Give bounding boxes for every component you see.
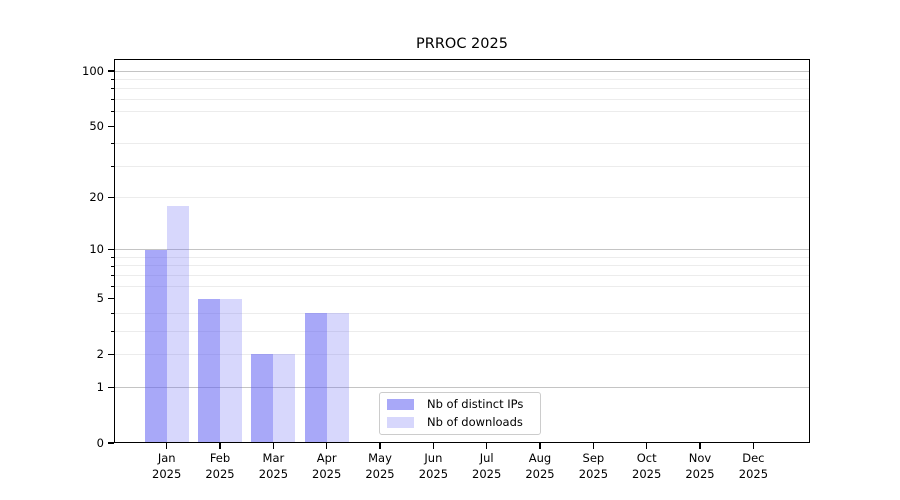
y-gridline-minor: [115, 312, 809, 314]
y-minor-tick: [110, 88, 114, 90]
y-minor-tick: [110, 99, 114, 100]
y-tick: [108, 353, 114, 355]
bar-downloads-apr: [326, 313, 349, 443]
y-minor-tick: [110, 312, 114, 314]
y-gridline-minor: [115, 143, 809, 145]
x-tick: [699, 443, 701, 449]
y-gridline-major: [115, 249, 809, 251]
bar-downloads-mar: [273, 354, 296, 443]
bar-downloads-feb: [220, 298, 242, 443]
x-tick-label-oct: Oct 2025: [632, 451, 662, 481]
legend-swatch-distinct-ips: [387, 399, 414, 410]
bar-distinct-ips-apr: [304, 313, 327, 443]
x-tick-label-aug: Aug 2025: [525, 451, 555, 481]
x-tick: [432, 443, 434, 449]
y-gridline-minor: [115, 265, 809, 267]
x-tick: [379, 443, 381, 449]
y-gridline-minor: [115, 330, 809, 332]
x-tick-label-nov: Nov 2025: [685, 451, 715, 481]
legend-swatch-downloads: [387, 417, 414, 428]
y-minor-tick: [110, 165, 114, 167]
y-tick-label: 0: [96, 435, 104, 450]
bar-distinct-ips-jan: [144, 249, 167, 443]
y-gridline-minor: [115, 165, 809, 167]
y-tick: [108, 298, 114, 300]
y-gridline-minor: [115, 256, 809, 258]
y-tick: [108, 442, 114, 444]
y-minor-tick: [110, 143, 114, 145]
y-tick-label: 10: [89, 242, 104, 257]
y-minor-tick: [110, 257, 114, 258]
y-tick-label: 5: [96, 291, 104, 306]
y-gridline-minor: [115, 274, 809, 276]
y-gridline-minor: [115, 88, 809, 90]
x-tick: [486, 443, 488, 449]
x-tick-label-dec: Dec 2025: [738, 451, 769, 481]
x-tick-label-apr: Apr 2025: [312, 451, 342, 481]
y-tick-label: 50: [89, 118, 104, 133]
y-tick: [108, 197, 114, 199]
x-tick: [219, 443, 221, 449]
x-tick: [539, 443, 541, 449]
x-tick: [326, 443, 328, 449]
y-gridline-minor: [115, 111, 809, 113]
legend: Nb of distinct IPs Nb of downloads: [379, 392, 541, 435]
legend-label-downloads: Nb of downloads: [427, 414, 523, 429]
x-tick: [592, 443, 594, 449]
legend-label-distinct-ips: Nb of distinct IPs: [427, 396, 524, 411]
y-tick-label: 1: [96, 379, 104, 394]
x-tick: [272, 443, 274, 449]
y-minor-tick: [110, 285, 114, 287]
bar-distinct-ips-mar: [251, 354, 274, 443]
y-tick: [108, 70, 114, 72]
bar-downloads-jan: [166, 205, 189, 443]
y-minor-tick: [110, 275, 114, 276]
y-gridline-major: [115, 386, 809, 388]
x-tick-label-jan: Jan 2025: [152, 451, 182, 481]
bar-distinct-ips-feb: [198, 298, 220, 443]
y-gridline-minor: [115, 353, 809, 355]
x-tick: [646, 443, 648, 449]
y-tick-label: 2: [96, 346, 104, 361]
x-tick: [166, 443, 168, 449]
y-gridline-major: [115, 70, 809, 72]
y-minor-tick: [110, 265, 114, 267]
y-tick-label: 20: [89, 190, 104, 205]
x-tick: [752, 443, 754, 449]
x-tick-label-feb: Feb 2025: [205, 451, 235, 481]
legend-item-distinct-ips: Nb of distinct IPs: [387, 398, 540, 412]
y-gridline-minor: [115, 285, 809, 287]
x-tick-label-jun: Jun 2025: [418, 451, 449, 481]
x-tick-label-jul: Jul 2025: [472, 451, 502, 481]
y-tick-label: 100: [82, 63, 104, 78]
y-tick: [108, 386, 114, 388]
y-minor-tick: [110, 111, 114, 112]
y-tick: [108, 249, 114, 251]
y-minor-tick: [110, 79, 114, 80]
y-minor-tick: [110, 330, 114, 332]
y-tick: [108, 125, 114, 127]
legend-item-downloads: Nb of downloads: [387, 416, 540, 430]
x-tick-label-sep: Sep 2025: [578, 451, 609, 481]
y-gridline-minor: [115, 78, 809, 80]
chart-title: PRROC 2025: [416, 36, 508, 52]
x-tick-label-may: May 2025: [365, 451, 395, 481]
y-gridline-minor: [115, 98, 809, 100]
x-tick-label-mar: Mar 2025: [258, 451, 289, 481]
y-gridline-minor: [115, 197, 809, 199]
